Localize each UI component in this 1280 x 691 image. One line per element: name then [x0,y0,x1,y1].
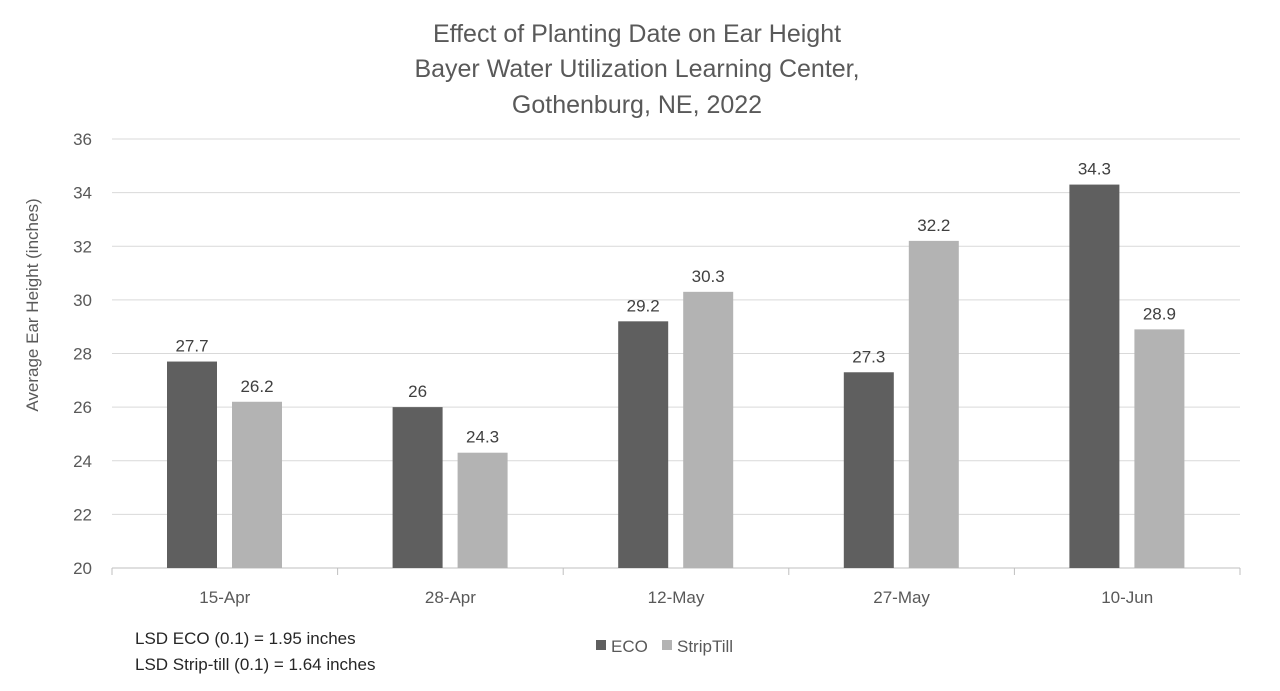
y-tick-label: 20 [73,559,92,578]
y-tick-label: 36 [73,130,92,149]
bar-striptill-10-jun [1134,329,1185,568]
bar-striptill-12-may [683,291,734,568]
y-tick-label: 32 [73,237,92,256]
x-tick-label: 15-Apr [199,588,250,607]
y-tick-label: 22 [73,505,92,524]
data-label: 28.9 [1143,304,1176,323]
y-tick-label: 34 [73,184,92,203]
bar-striptill-15-apr [232,401,282,568]
bar-eco-10-jun [1069,184,1120,569]
legend-swatch-striptill [662,640,672,650]
legend-label-eco: ECO [611,637,648,656]
bar-eco-27-may [843,372,894,568]
y-tick-label: 24 [73,452,92,471]
data-label: 29.2 [627,296,660,315]
data-label: 27.3 [852,347,885,366]
x-tick-label: 10-Jun [1101,588,1153,607]
legend-label-striptill: StripTill [677,637,733,656]
bar-striptill-27-may [908,240,959,568]
bar-eco-15-apr [167,361,217,568]
data-label: 32.2 [917,216,950,235]
chart-title-line-2: Bayer Water Utilization Learning Center, [414,55,859,83]
legend-swatch-eco [596,640,606,650]
data-label: 26.2 [240,377,273,396]
bar-eco-28-apr [392,407,443,568]
chart-title-line-3: Gothenburg, NE, 2022 [512,91,762,119]
x-tick-label: 27-May [873,588,930,607]
bar-striptill-28-apr [457,452,508,568]
y-axis-label: Average Ear Height (inches) [23,198,42,411]
lsd-eco-note: LSD ECO (0.1) = 1.95 inches [135,629,356,648]
data-label: 30.3 [692,267,725,286]
data-label: 27.7 [175,337,208,356]
y-tick-label: 26 [73,398,92,417]
y-tick-label: 30 [73,291,92,310]
data-label: 24.3 [466,428,499,447]
lsd-striptill-note: LSD Strip-till (0.1) = 1.64 inches [135,655,375,674]
bar-eco-12-may [618,321,669,568]
x-tick-label: 12-May [648,588,705,607]
data-label: 26 [408,382,427,401]
chart-title-line-1: Effect of Planting Date on Ear Height [433,20,841,48]
x-tick-label: 28-Apr [425,588,476,607]
data-label: 34.3 [1078,160,1111,179]
y-tick-label: 28 [73,345,92,364]
legend: ECO StripTill [596,637,733,656]
